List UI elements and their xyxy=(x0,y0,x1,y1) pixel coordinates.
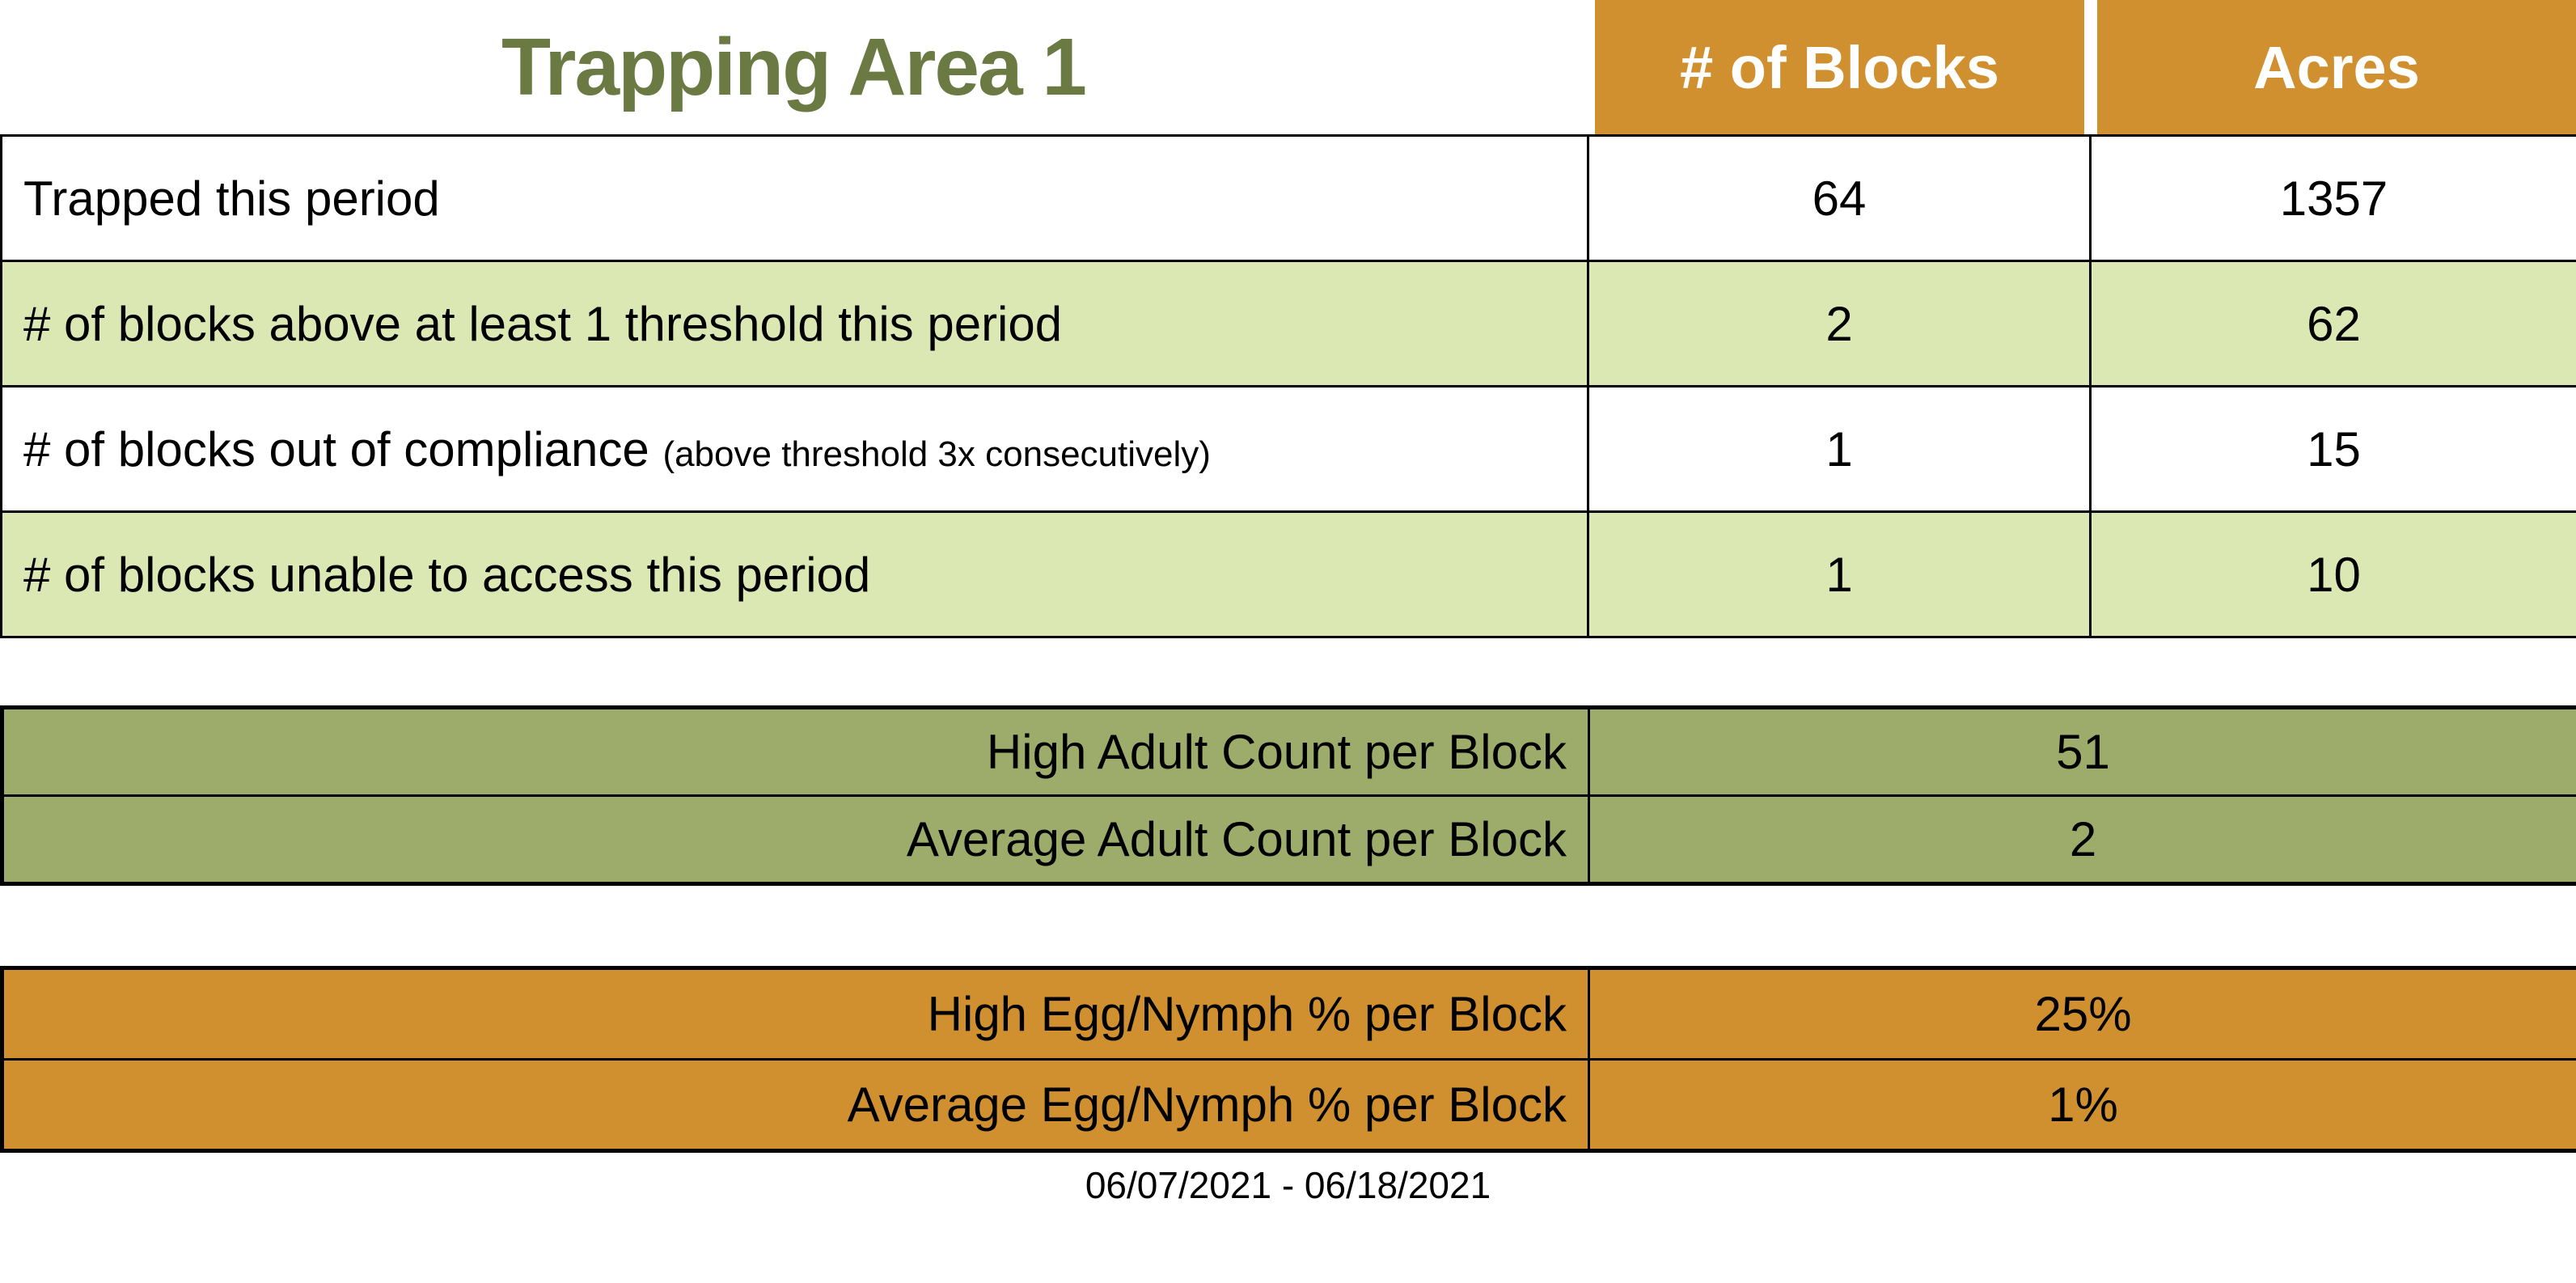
egg-nymph-table: High Egg/Nymph % per Block 25% Average E… xyxy=(0,966,2576,1153)
row-label: Average Adult Count per Block xyxy=(1,794,1590,885)
table-row: Average Adult Count per Block 2 xyxy=(1,794,2576,885)
row-label-text: # of blocks above at least 1 threshold t… xyxy=(23,296,1063,351)
blocks-value: 2 xyxy=(1587,260,2092,387)
table-row: High Adult Count per Block 51 xyxy=(1,706,2576,797)
table-row: # of blocks out of compliance (above thr… xyxy=(0,385,2576,513)
acres-value: 10 xyxy=(2089,510,2576,638)
row-label-note: (above threshold 3x consecutively) xyxy=(662,434,1211,474)
row-label-text: # of blocks out of compliance xyxy=(23,421,649,476)
table-row: # of blocks unable to access this period… xyxy=(0,510,2576,638)
summary-table: Trapped this period 64 1357 # of blocks … xyxy=(0,134,2576,638)
acres-value: 62 xyxy=(2089,260,2576,387)
blocks-value: 64 xyxy=(1587,134,2092,262)
column-header-acres: Acres xyxy=(2097,0,2576,134)
row-label-text: # of blocks unable to access this period xyxy=(23,547,871,602)
blocks-value: 1 xyxy=(1587,510,2092,638)
row-label: Average Egg/Nymph % per Block xyxy=(1,1058,1590,1152)
row-value: 2 xyxy=(1588,794,2576,885)
row-value: 25% xyxy=(1588,967,2576,1061)
adult-count-table: High Adult Count per Block 51 Average Ad… xyxy=(0,705,2576,886)
acres-value: 15 xyxy=(2089,385,2576,513)
page-title: Trapping Area 1 xyxy=(501,21,1087,112)
table-row: Average Egg/Nymph % per Block 1% xyxy=(1,1058,2576,1152)
table-row: Trapped this period 64 1357 xyxy=(0,134,2576,262)
row-label: # of blocks unable to access this period xyxy=(0,510,1589,638)
acres-value: 1357 xyxy=(2089,134,2576,262)
row-value: 51 xyxy=(1588,706,2576,797)
column-header-blocks: # of Blocks xyxy=(1595,0,2084,134)
table-row: # of blocks above at least 1 threshold t… xyxy=(0,260,2576,387)
row-label: # of blocks out of compliance (above thr… xyxy=(0,385,1589,513)
row-label: Trapped this period xyxy=(0,134,1589,262)
blocks-value: 1 xyxy=(1587,385,2092,513)
column-header-acres-label: Acres xyxy=(2253,33,2420,101)
date-range: 06/07/2021 - 06/18/2021 xyxy=(1085,1164,1491,1206)
row-label: High Adult Count per Block xyxy=(1,706,1590,797)
row-value: 1% xyxy=(1588,1058,2576,1152)
row-label: High Egg/Nymph % per Block xyxy=(1,967,1590,1061)
row-label: # of blocks above at least 1 threshold t… xyxy=(0,260,1589,387)
row-label-text: Trapped this period xyxy=(23,171,440,226)
table-row: High Egg/Nymph % per Block 25% xyxy=(1,967,2576,1061)
column-header-blocks-label: # of Blocks xyxy=(1680,33,1999,101)
